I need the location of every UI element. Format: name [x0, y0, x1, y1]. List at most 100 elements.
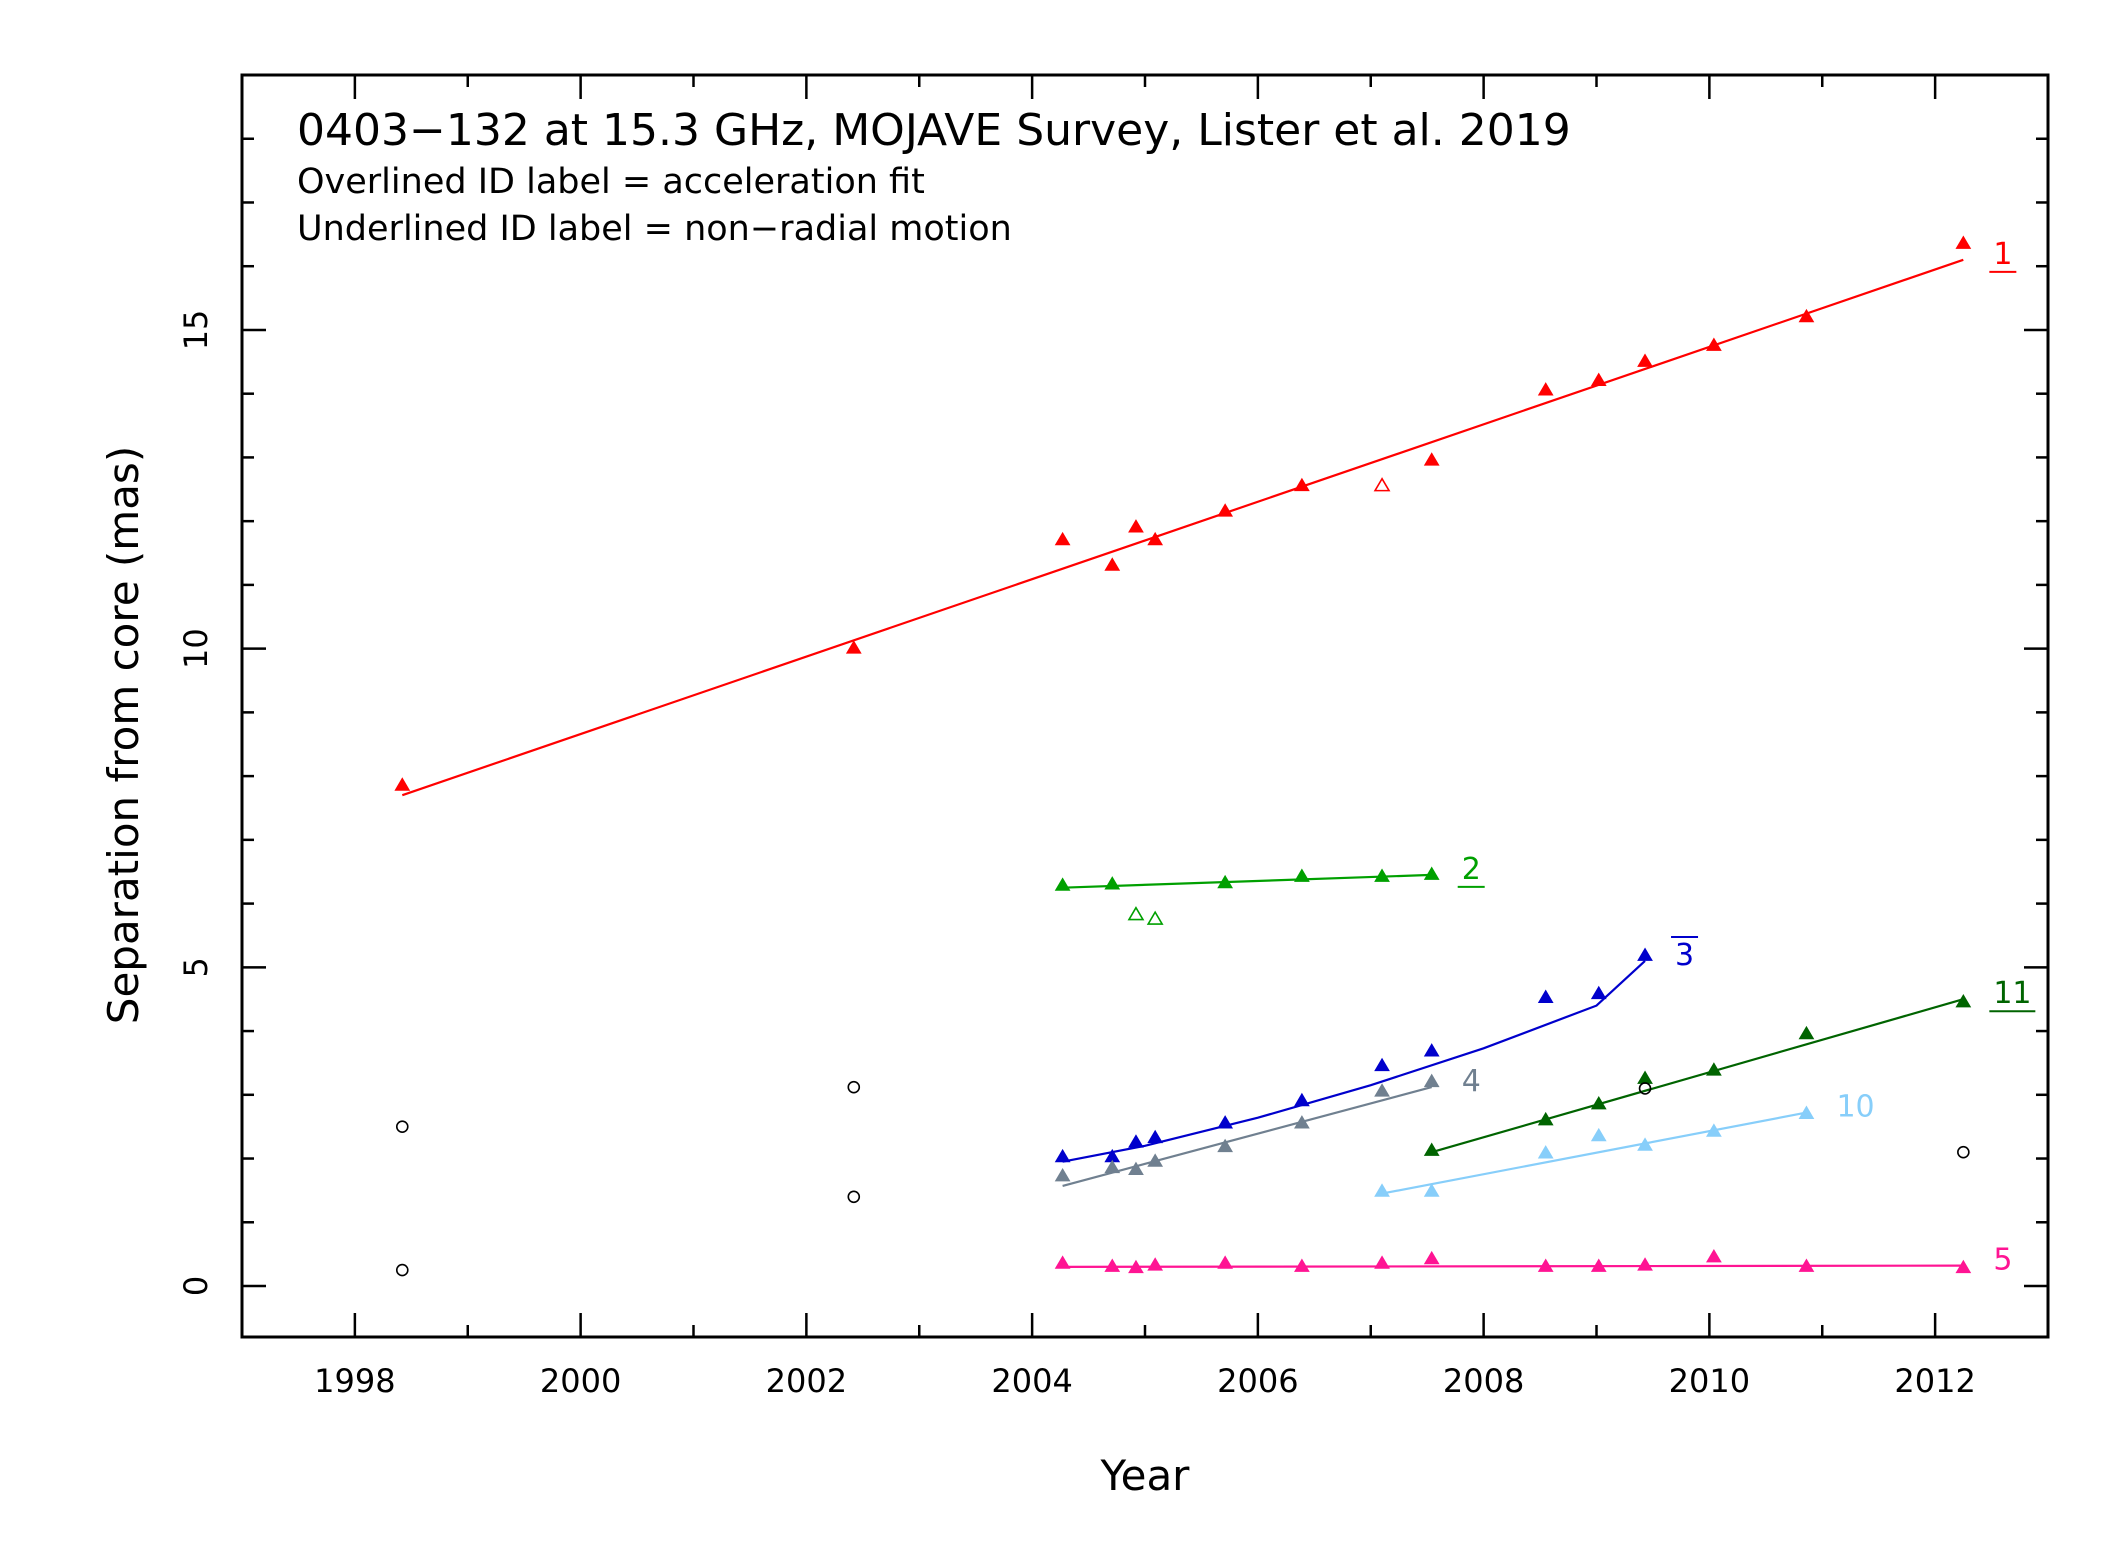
- fit-line-4: [1062, 1086, 1432, 1187]
- chart-subtitle-1: Overlined ID label = acceleration fit: [297, 162, 925, 202]
- series-label-4: 4: [1462, 1064, 1481, 1099]
- data-points: [394, 235, 1972, 1277]
- data-point-10: [1637, 1137, 1653, 1151]
- series-label-5: 5: [1993, 1243, 2012, 1278]
- x-tick-label: 2006: [1217, 1362, 1298, 1400]
- data-point-3: [1128, 1134, 1144, 1148]
- data-point-11: [1537, 1111, 1554, 1126]
- data-point-open-2: [1146, 910, 1164, 925]
- data-point-1: [1537, 382, 1554, 396]
- data-point-unassigned: [1638, 1082, 1652, 1095]
- x-tick-label: 1998: [314, 1362, 395, 1400]
- data-point-2: [1374, 868, 1390, 882]
- data-point-3: [1147, 1129, 1164, 1144]
- fit-line-11: [1431, 998, 1964, 1154]
- series-label-3: 3: [1675, 938, 1694, 973]
- data-point-5: [1294, 1258, 1310, 1272]
- data-point-1: [1798, 308, 1815, 323]
- data-point-4: [1054, 1168, 1071, 1182]
- y-tick-label: 0: [177, 1276, 215, 1296]
- data-point-4: [1128, 1161, 1144, 1176]
- data-point-1: [1217, 503, 1234, 517]
- data-point-3: [1294, 1092, 1310, 1107]
- axis-ticks: 1998 2000 2002 2004 2006 2008 2010 2012 0 5 10 15: [177, 73, 2050, 1400]
- data-point-5: [1706, 1248, 1722, 1263]
- data-point-3: [1537, 989, 1554, 1003]
- data-point-10: [1706, 1123, 1722, 1137]
- data-point-10: [1798, 1105, 1815, 1119]
- data-point-unassigned: [395, 1120, 409, 1133]
- data-point-unassigned: [847, 1190, 861, 1204]
- data-point-3: [1217, 1115, 1234, 1129]
- data-point-5: [1054, 1255, 1071, 1269]
- data-point-5: [1537, 1258, 1554, 1272]
- data-point-2: [1104, 876, 1121, 890]
- data-point-1: [1147, 531, 1164, 546]
- x-tick-label: 2008: [1443, 1362, 1524, 1400]
- data-point-4: [1104, 1159, 1121, 1174]
- x-tick-label: 2000: [540, 1362, 621, 1400]
- data-point-5: [1423, 1250, 1440, 1265]
- data-point-1: [845, 640, 862, 654]
- data-point-unassigned: [1957, 1145, 1970, 1159]
- data-point-1: [1955, 235, 1972, 249]
- data-point-5: [1798, 1258, 1815, 1272]
- data-point-11: [1798, 1025, 1815, 1040]
- data-point-11: [1590, 1095, 1607, 1110]
- data-point-11: [1423, 1142, 1440, 1156]
- fit-line-3: [1062, 960, 1646, 1163]
- data-point-5: [1104, 1258, 1121, 1272]
- fit-line-2: [1062, 873, 1432, 889]
- fit-line-5: [1062, 1264, 1964, 1269]
- data-point-4: [1374, 1083, 1390, 1097]
- data-point-1: [1706, 337, 1722, 351]
- data-point-2: [1294, 868, 1310, 882]
- x-tick-label: 2002: [766, 1362, 847, 1400]
- y-tick-label: 10: [177, 628, 215, 669]
- data-point-5: [1374, 1255, 1390, 1269]
- data-point-3: [1637, 947, 1653, 961]
- x-tick-label: 2010: [1669, 1362, 1750, 1400]
- y-tick-label: 15: [177, 310, 215, 351]
- data-point-unassigned: [847, 1080, 861, 1094]
- data-point-5: [1955, 1259, 1972, 1274]
- data-point-unassigned: [395, 1263, 409, 1277]
- data-point-1: [394, 777, 411, 791]
- fit-lines: [401, 258, 1964, 1269]
- component-labels: 1 2 3 4 11 10 5: [1457, 237, 2036, 1278]
- data-point-3: [1054, 1148, 1071, 1163]
- data-point-5: [1147, 1257, 1164, 1271]
- series-label-2: 2: [1462, 852, 1481, 887]
- series-label-1: 1: [1993, 237, 2012, 272]
- data-point-11: [1955, 994, 1972, 1008]
- data-point-4: [1217, 1138, 1234, 1153]
- data-point-1: [1128, 519, 1144, 533]
- fit-line-10: [1381, 1111, 1807, 1195]
- data-point-3: [1423, 1043, 1440, 1057]
- data-point-1: [1054, 531, 1071, 546]
- y-axis-label: Separation from core (mas): [99, 446, 148, 1024]
- data-point-4: [1423, 1073, 1440, 1088]
- data-point-3: [1590, 985, 1607, 1000]
- x-tick-label: 2012: [1894, 1362, 1975, 1400]
- series-label-11: 11: [1993, 976, 2031, 1011]
- chart-subtitle-2: Underlined ID label = non−radial motion: [297, 209, 1012, 249]
- series-label-10: 10: [1836, 1090, 1874, 1125]
- data-point-open-1: [1373, 477, 1391, 492]
- data-point-4: [1147, 1153, 1164, 1167]
- data-point-open-2: [1127, 906, 1145, 921]
- data-point-2: [1217, 874, 1234, 889]
- data-point-5: [1217, 1255, 1234, 1269]
- fit-line-1: [401, 258, 1964, 797]
- data-point-1: [1637, 353, 1653, 367]
- x-tick-label: 2004: [991, 1362, 1072, 1400]
- data-point-10: [1537, 1145, 1554, 1159]
- chart-title: 0403−132 at 15.3 GHz, MOJAVE Survey, Lis…: [297, 105, 1571, 156]
- data-point-10: [1423, 1183, 1440, 1197]
- x-axis-label: Year: [1100, 1451, 1191, 1500]
- data-point-1: [1590, 372, 1607, 386]
- data-point-5: [1590, 1258, 1607, 1272]
- data-point-5: [1128, 1259, 1144, 1274]
- data-point-2: [1423, 866, 1440, 880]
